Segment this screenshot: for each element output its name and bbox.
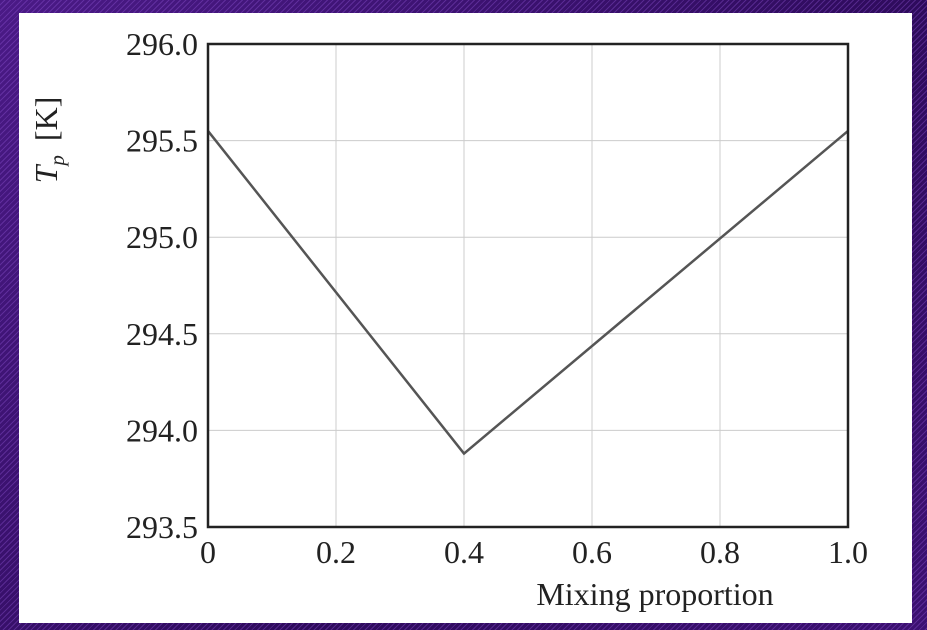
y-tick-labels: 293.5 294.0 294.5 295.0 295.5 296.0 bbox=[126, 26, 198, 545]
y-tick-label: 296.0 bbox=[126, 26, 198, 62]
y-tick-label: 295.5 bbox=[126, 123, 198, 159]
x-tick-label: 0.6 bbox=[572, 534, 612, 570]
x-tick-label: 0.8 bbox=[700, 534, 740, 570]
y-tick-label: 294.5 bbox=[126, 316, 198, 352]
x-tick-label: 1.0 bbox=[828, 534, 868, 570]
x-tick-label: 0 bbox=[200, 534, 216, 570]
plot-frame bbox=[206, 42, 850, 529]
series-line-0 bbox=[207, 129, 849, 456]
y-tick-label: 294.0 bbox=[126, 412, 198, 448]
series-layer bbox=[207, 129, 849, 456]
y-axis-unit: [K] bbox=[28, 97, 64, 141]
x-axis-label: Mixing proportion bbox=[536, 576, 773, 612]
x-tick-label: 0.4 bbox=[444, 534, 484, 570]
y-tick-label: 293.5 bbox=[126, 509, 198, 545]
grid-layer bbox=[208, 44, 848, 527]
y-tick-label: 295.0 bbox=[126, 219, 198, 255]
y-axis-subscript: p bbox=[45, 155, 69, 168]
chart-panel bbox=[19, 13, 912, 623]
y-axis-label: Tp [K] bbox=[28, 97, 69, 184]
y-axis-symbol: T bbox=[28, 163, 64, 183]
x-tick-label: 0.2 bbox=[316, 534, 356, 570]
x-tick-labels: 0 0.2 0.4 0.6 0.8 1.0 bbox=[200, 534, 868, 570]
